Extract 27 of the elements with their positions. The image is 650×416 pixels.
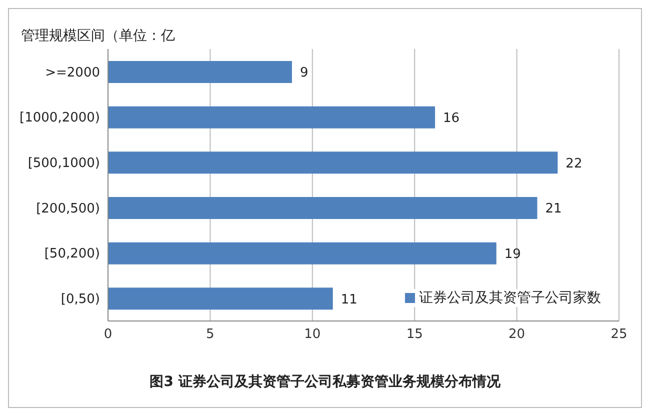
data-label: 19 bbox=[504, 246, 521, 262]
bar bbox=[108, 106, 436, 128]
x-tick-label: 15 bbox=[406, 327, 423, 342]
data-label: 9 bbox=[300, 66, 308, 81]
data-label: 11 bbox=[340, 292, 358, 308]
y-tick-label: [500,1000) bbox=[28, 156, 100, 171]
x-tick-label: 20 bbox=[508, 327, 526, 342]
x-tick-label: 10 bbox=[304, 327, 321, 342]
data-label: 22 bbox=[566, 156, 582, 172]
y-tick-label: >=2000 bbox=[45, 65, 100, 80]
x-tick-label: 0 bbox=[104, 327, 112, 342]
x-tick-label: 5 bbox=[206, 327, 214, 342]
bar bbox=[108, 197, 538, 219]
text: 图3 证券公司及其资管子公司私募资管业务规模分布情况 bbox=[148, 373, 502, 391]
data-label: 16 bbox=[443, 110, 460, 126]
y-tick-label: [50,200) bbox=[44, 246, 100, 262]
y-axis-title: 管理规模区间（单位：亿 bbox=[21, 27, 175, 45]
y-tick-label: [200,500) bbox=[36, 201, 100, 216]
bar bbox=[108, 288, 333, 310]
y-tick-label: [1000,2000) bbox=[20, 110, 100, 126]
bar bbox=[108, 242, 496, 264]
y-tick-label: [0,50) bbox=[60, 292, 100, 307]
data-label: 21 bbox=[545, 202, 562, 217]
bar bbox=[108, 152, 558, 174]
legend-label: 证券公司及其资管子公司家数 bbox=[419, 290, 601, 306]
bar bbox=[108, 61, 292, 83]
x-tick-label: 25 bbox=[610, 327, 628, 342]
